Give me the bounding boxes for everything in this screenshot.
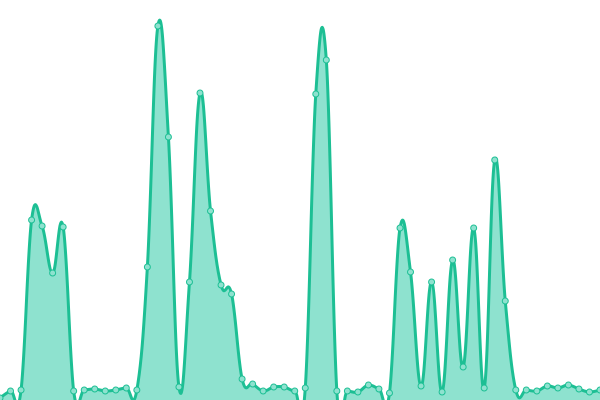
data-point-22 [228,290,236,298]
data-point-48 [501,297,509,305]
data-point-4 [38,222,46,230]
data-point-39 [407,268,415,276]
data-point-26 [270,383,278,391]
data-point-23 [238,375,246,383]
data-point-8 [80,386,88,394]
data-point-51 [533,387,541,395]
data-point-45 [470,224,478,232]
data-point-12 [122,384,130,392]
data-point-46 [480,384,488,392]
data-point-28 [291,387,299,395]
data-point-41 [428,278,436,286]
data-point-40 [417,382,425,390]
data-point-21 [217,281,225,289]
data-point-7 [70,387,78,395]
data-point-53 [554,384,562,392]
data-point-56 [585,388,593,396]
data-point-0 [0,394,4,400]
data-point-20 [207,207,215,215]
data-point-13 [133,386,141,394]
area-fill [0,20,600,400]
data-point-24 [249,380,257,388]
data-point-10 [101,387,109,395]
data-point-30 [312,90,320,98]
data-point-42 [438,388,446,396]
data-point-33 [343,387,351,395]
data-point-55 [575,385,583,393]
data-point-47 [491,156,499,164]
data-point-3 [28,216,36,224]
data-point-16 [164,133,172,141]
data-point-49 [512,386,520,394]
data-points [0,22,600,400]
data-point-36 [375,385,383,393]
data-point-27 [280,383,288,391]
data-point-11 [112,386,120,394]
data-point-50 [522,386,530,394]
data-point-35 [364,381,372,389]
data-point-14 [143,263,151,271]
data-point-31 [322,56,330,64]
data-point-15 [154,22,162,30]
data-point-5 [49,269,57,277]
data-point-1 [7,387,15,395]
data-point-54 [564,381,572,389]
data-point-52 [543,382,551,390]
data-point-38 [396,224,404,232]
data-point-2 [17,386,25,394]
data-point-43 [449,256,457,264]
data-point-29 [301,384,309,392]
series-line [0,18,600,400]
data-point-18 [185,278,193,286]
data-point-17 [175,383,183,391]
data-point-37 [385,389,393,397]
data-point-19 [196,89,204,97]
data-point-34 [354,388,362,396]
data-point-6 [59,223,67,231]
data-point-57 [596,386,600,394]
data-point-32 [333,387,341,395]
data-point-9 [91,385,99,393]
data-point-44 [459,363,467,371]
data-point-25 [259,387,267,395]
